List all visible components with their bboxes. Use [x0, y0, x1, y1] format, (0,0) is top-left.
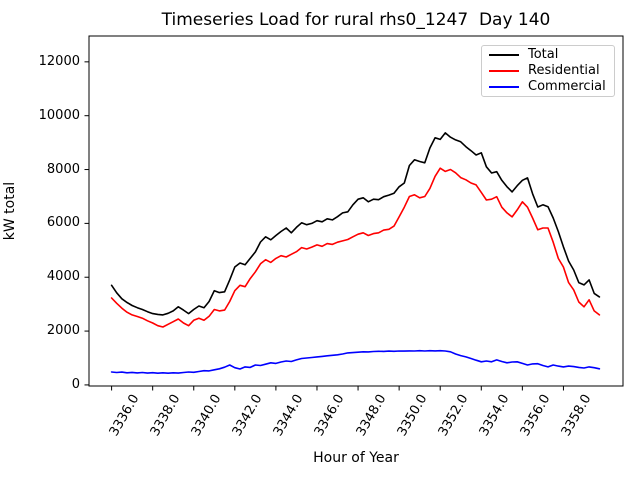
legend: Total Residential Commercial — [481, 45, 615, 97]
y-tick-label: 4000 — [46, 269, 80, 285]
y-tick-label: 2000 — [46, 323, 80, 339]
y-tick-label: 0 — [71, 376, 80, 392]
legend-item-residential: Residential — [489, 63, 614, 79]
y-tick-label: 12000 — [38, 53, 80, 69]
series-line-residential — [110, 167, 601, 328]
chart-title: Timeseries Load for rural rhs0_1247 Day … — [161, 10, 551, 30]
x-axis-label: Hour of Year — [313, 450, 399, 466]
legend-label: Total — [528, 47, 559, 62]
legend-item-commercial: Commercial — [489, 79, 614, 95]
legend-line-commercial — [489, 86, 519, 88]
axes-frame — [88, 35, 624, 387]
y-tick-label: 6000 — [46, 215, 80, 231]
legend-line-total — [489, 54, 519, 56]
y-axis-label: kW total — [2, 181, 18, 241]
series-line-total — [110, 132, 601, 316]
y-tick-label: 10000 — [38, 107, 80, 123]
legend-label: Commercial — [528, 79, 606, 94]
y-tick-label: 8000 — [46, 161, 80, 177]
series-line-commercial — [110, 349, 601, 375]
legend-label: Residential — [528, 63, 600, 78]
legend-item-total: Total — [489, 47, 614, 63]
legend-line-residential — [489, 70, 519, 72]
